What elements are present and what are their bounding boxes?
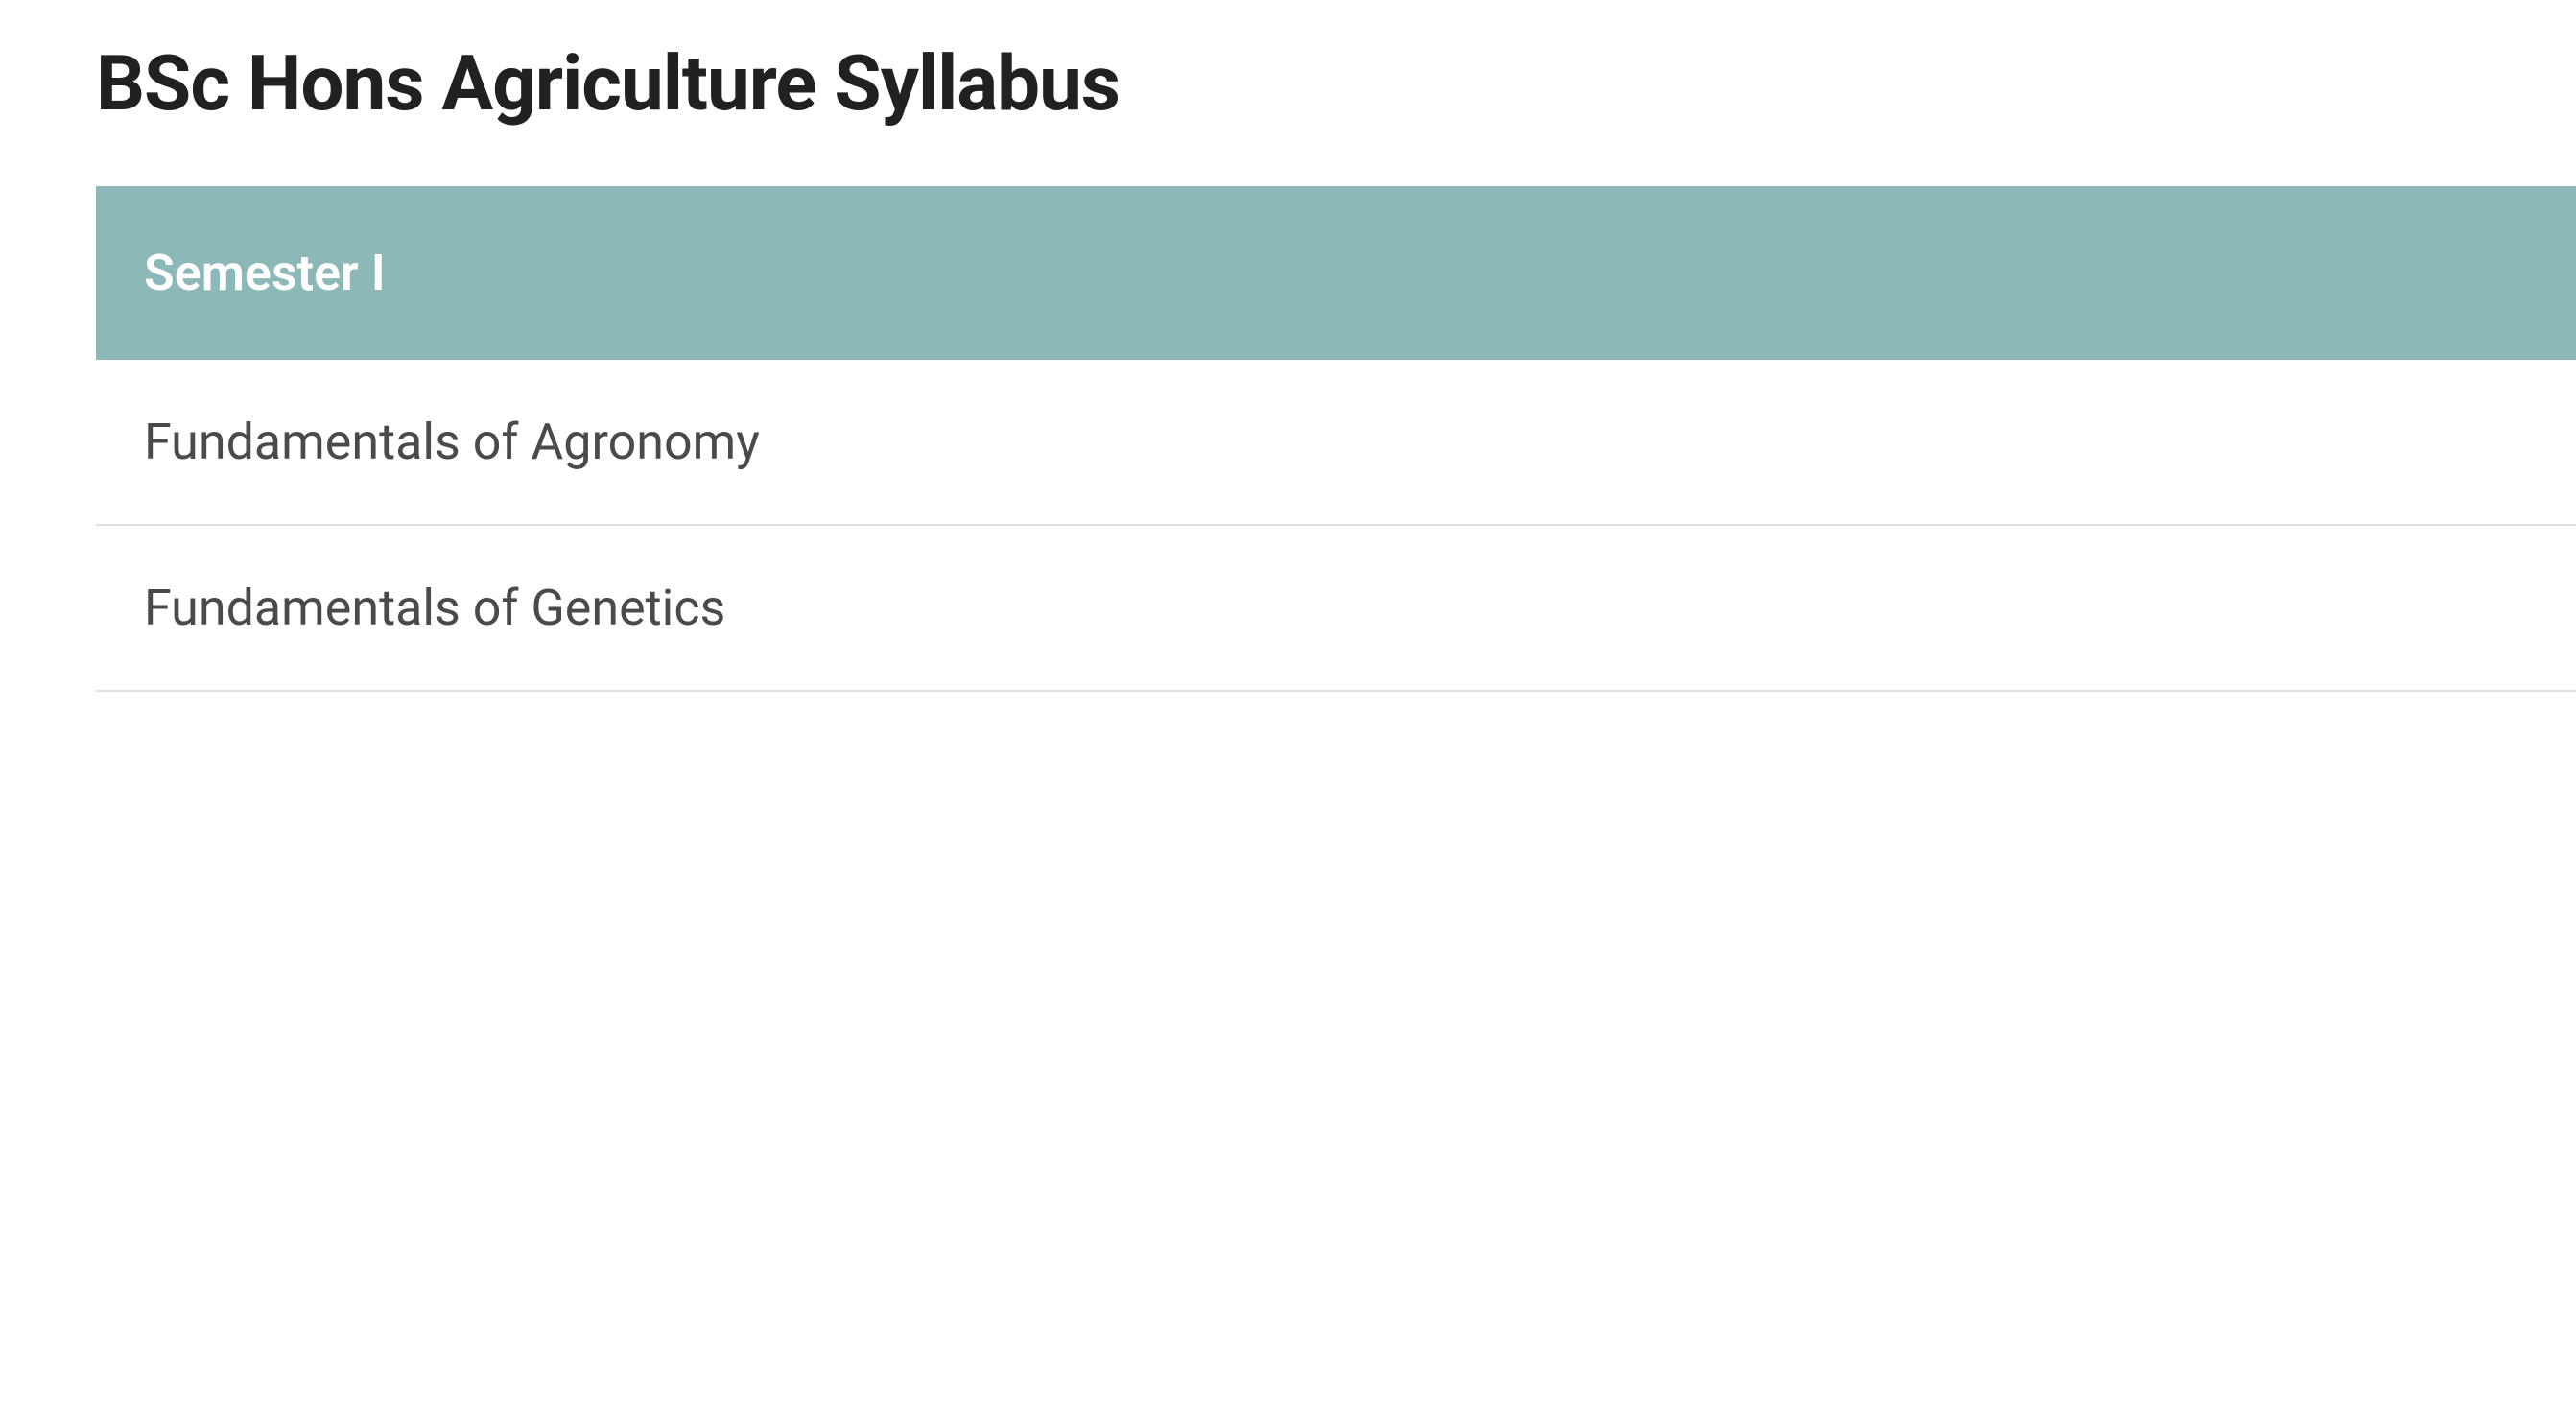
semester-header: Semester I (96, 186, 2576, 360)
table-row: Fundamentals of Genetics (96, 525, 2576, 691)
subject-cell: Fundamentals of Genetics (96, 525, 2576, 691)
syllabus-table: Semester I Fundamentals of Agronomy Fund… (96, 186, 2576, 692)
table-header-row: Semester I (96, 186, 2576, 360)
subject-cell: Fundamentals of Agronomy (96, 360, 2576, 525)
page-title: BSc Hons Agriculture Syllabus (96, 38, 2576, 129)
table-row: Fundamentals of Agronomy (96, 360, 2576, 525)
